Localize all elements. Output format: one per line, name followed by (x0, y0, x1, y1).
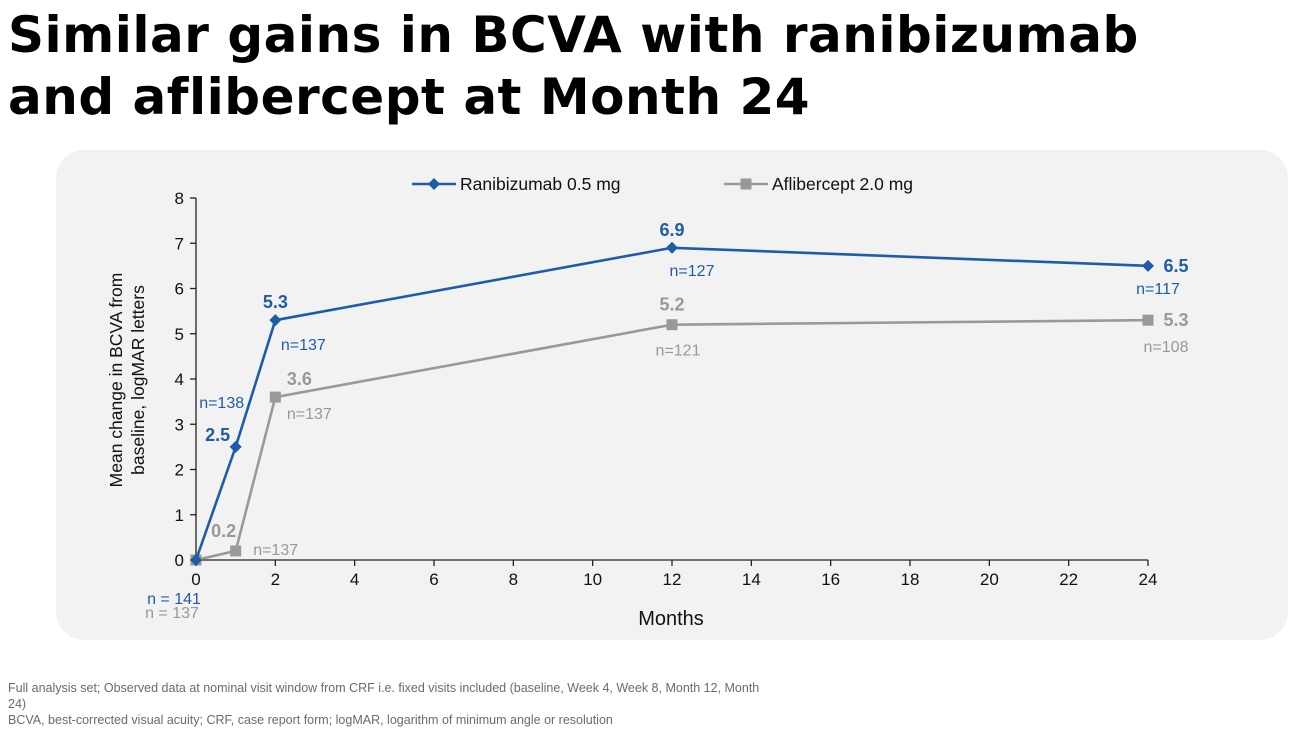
data-point-ranibizumab (190, 554, 202, 566)
x-axis-title: Months (638, 608, 704, 630)
chart-labels: n = 141 2.5 n=138 5.3 n=137 6.9 n=127 6.5 n=117 n… (145, 220, 1188, 622)
chart-panel (56, 150, 1288, 640)
y-tick-label: 8 (175, 189, 184, 208)
x-tick-label: 6 (429, 570, 438, 589)
data-point-aflibercept (1142, 314, 1154, 326)
ranibizumab-value-label: 6.5 (1163, 256, 1188, 276)
ranibizumab-n-label: n=127 (670, 263, 715, 280)
y-tick-label: 2 (175, 461, 184, 480)
aflibercept-n-label: n=137 (253, 542, 298, 559)
x-tick-label: 14 (742, 570, 761, 589)
ranibizumab-n-label: n = 141 (147, 591, 201, 608)
ranibizumab-n-label: n=138 (199, 395, 244, 412)
x-tick-label: 8 (509, 570, 518, 589)
y-tick-label: 6 (175, 280, 184, 299)
y-axis-title-line-1: Mean change in BCVA from (106, 273, 126, 488)
legend-label: Ranibizumab 0.5 mg (460, 174, 621, 194)
ranibizumab-value-label: 5.3 (263, 292, 288, 312)
data-point-aflibercept (230, 545, 242, 557)
data-point-ranibizumab (666, 241, 678, 254)
slide-title: Similar gains in BCVA with ranibizumab a… (8, 4, 1139, 128)
x-tick-label: 0 (191, 570, 200, 589)
aflibercept-n-label: n=137 (287, 406, 332, 423)
y-tick-label: 0 (175, 551, 184, 570)
title-line-2: and aflibercept at Month 24 (8, 68, 811, 126)
x-tick-label: 22 (1059, 570, 1078, 589)
x-tick-label: 10 (583, 570, 602, 589)
y-axis-title: Mean change in BCVA from baseline, logMAR… (106, 273, 148, 488)
footnote-1: Full analysis set; Observed data at nomi… (8, 681, 760, 711)
ranibizumab-n-label: n=137 (281, 337, 326, 354)
aflibercept-n-label: n = 137 (145, 605, 199, 622)
footnotes: Full analysis set; Observed data at nomi… (8, 680, 768, 728)
aflibercept-n-label: n=121 (656, 343, 701, 360)
y-tick-label: 5 (175, 325, 184, 344)
footnote-2: BCVA, best-corrected visual acuity; CRF,… (8, 713, 613, 727)
y-tick-label: 7 (175, 234, 184, 253)
x-tick-label: 18 (901, 570, 920, 589)
legend-marker (740, 178, 752, 190)
x-tick-label: 4 (350, 570, 359, 589)
x-tick-label: 16 (821, 570, 840, 589)
data-point-ranibizumab (269, 314, 282, 327)
x-tick-label: 20 (980, 570, 999, 589)
aflibercept-value-label: 0.2 (211, 521, 236, 541)
legend-marker (428, 178, 440, 190)
x-tick-label: 12 (663, 570, 682, 589)
data-point-aflibercept (269, 391, 281, 403)
x-tick-label: 2 (271, 570, 280, 589)
aflibercept-value-label: 5.2 (659, 295, 684, 315)
legend-item-aflibercept: Aflibercept 2.0 mg (724, 174, 913, 194)
data-point-aflibercept (666, 319, 678, 331)
ranibizumab-value-label: 2.5 (205, 425, 230, 445)
aflibercept-value-label: 3.6 (287, 369, 312, 389)
title-line-1: Similar gains in BCVA with ranibizumab (8, 6, 1139, 64)
aflibercept-value-label: 5.3 (1163, 310, 1188, 330)
data-point-ranibizumab (229, 440, 242, 453)
x-tick-label: 24 (1139, 570, 1158, 589)
y-tick-label: 1 (175, 506, 184, 525)
ranibizumab-n-label: n=117 (1136, 281, 1180, 298)
legend-item-ranibizumab: Ranibizumab 0.5 mg (412, 174, 621, 194)
chart-legend: Ranibizumab 0.5 mg Aflibercept 2.0 mg (412, 174, 913, 194)
data-point-ranibizumab (1142, 259, 1154, 272)
ranibizumab-value-label: 6.9 (659, 220, 684, 240)
legend-label: Aflibercept 2.0 mg (772, 174, 913, 194)
chart-series (190, 241, 1154, 566)
y-axis-title-line-2: baseline, logMAR letters (128, 285, 148, 475)
y-tick-label: 4 (175, 370, 184, 389)
y-tick-label: 3 (175, 415, 184, 434)
aflibercept-n-label: n=108 (1144, 339, 1189, 356)
